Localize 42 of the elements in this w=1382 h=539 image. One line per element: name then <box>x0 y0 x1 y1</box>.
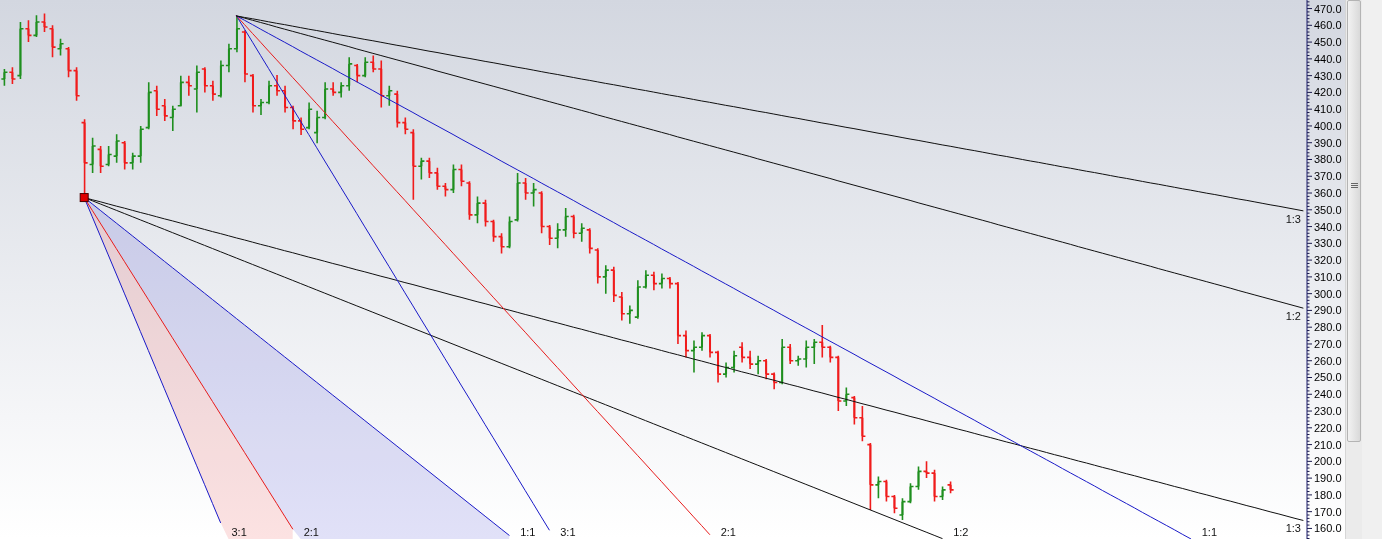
y-tick-label: 340.0 <box>1314 220 1342 233</box>
y-tick-label: 380.0 <box>1314 153 1342 166</box>
y-tick-label: 300.0 <box>1314 287 1342 300</box>
y-tick-label: 180.0 <box>1314 488 1342 501</box>
y-tick-label: 240.0 <box>1314 388 1342 401</box>
y-tick-label: 410.0 <box>1314 103 1342 116</box>
y-tick-label: 260.0 <box>1314 354 1342 367</box>
y-tick-label: 350.0 <box>1314 203 1342 216</box>
y-tick-label: 170.0 <box>1314 505 1342 518</box>
series-label: 1:1 <box>520 526 536 538</box>
series-label: 2:1 <box>720 526 736 538</box>
y-tick-label: 290.0 <box>1314 304 1342 317</box>
y-tick-label: 230.0 <box>1314 405 1342 417</box>
y-tick-label: 430.0 <box>1314 69 1342 82</box>
y-tick-label: 440.0 <box>1314 52 1342 65</box>
y-tick-label: 250.0 <box>1314 371 1342 384</box>
y-tick-label: 360.0 <box>1314 186 1342 199</box>
y-tick-label: 390.0 <box>1314 136 1342 149</box>
y-tick-label: 220.0 <box>1314 421 1342 434</box>
series-label: 2:1 <box>303 526 319 538</box>
y-tick-label: 210.0 <box>1314 438 1342 451</box>
series-label: 1:1 <box>1201 526 1218 538</box>
y-tick-label: 310.0 <box>1314 270 1342 283</box>
y-tick-label: 270.0 <box>1314 337 1342 350</box>
y-tick-label: 320.0 <box>1314 254 1342 267</box>
y-tick-label: 420.0 <box>1314 86 1342 99</box>
y-tick-label: 200.0 <box>1314 455 1342 468</box>
series-label: 3:1 <box>231 526 247 538</box>
y-tick-label: 400.0 <box>1314 119 1342 132</box>
y-tick-label: 370.0 <box>1314 170 1342 183</box>
y-tick-label: 160.0 <box>1314 522 1342 535</box>
y-tick-label: 190.0 <box>1314 472 1342 485</box>
series-label: 1:2 <box>1285 310 1301 323</box>
y-tick-label: 470.0 <box>1314 2 1342 15</box>
series-label: 3:1 <box>560 526 576 538</box>
series-label: 1:2 <box>953 526 969 538</box>
y-tick-label: 460.0 <box>1314 19 1342 32</box>
y-tick-label: 450.0 <box>1314 36 1342 49</box>
series-label: 1:3 <box>1285 522 1301 535</box>
y-tick-label: 330.0 <box>1314 237 1342 250</box>
y-tick-label: 280.0 <box>1314 321 1342 334</box>
series-label: 1:3 <box>1285 212 1301 225</box>
